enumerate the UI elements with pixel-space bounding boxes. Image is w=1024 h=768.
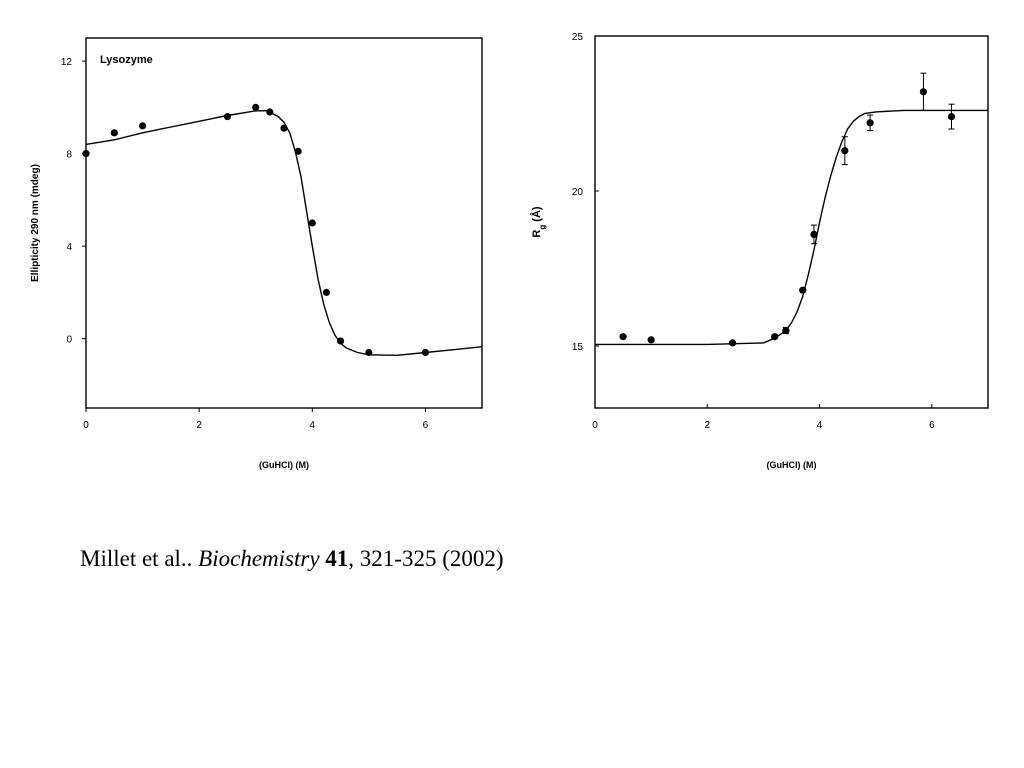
x-tick-label: 4	[817, 420, 823, 431]
data-point	[110, 129, 118, 137]
y-axis-label: Rg (Å)	[530, 206, 547, 238]
fit-curve	[595, 109, 988, 346]
data-point	[294, 147, 302, 155]
x-tick-label: 2	[196, 420, 202, 431]
data-point	[223, 113, 232, 121]
plot-frame	[85, 37, 483, 409]
citation-pages-year: , 321-325 (2002)	[348, 546, 504, 571]
y-axis-label: Ellipticity 290 nm (mdeg)	[30, 164, 41, 282]
y-tick-label: 4	[66, 242, 72, 253]
data-point	[336, 337, 345, 345]
x-tick-label: 6	[929, 420, 935, 431]
x-axis-label: (GuHCl) (M)	[767, 460, 817, 470]
plot-frame	[594, 35, 989, 409]
data-point	[365, 348, 373, 357]
y-tick-label: 0	[66, 335, 72, 346]
data-point	[138, 122, 147, 130]
data-point	[647, 336, 655, 344]
data-point	[252, 103, 260, 111]
y-tick-label: 20	[572, 187, 584, 198]
data-point	[280, 124, 288, 132]
data-point	[782, 326, 790, 335]
data-point	[841, 147, 849, 155]
data-point	[728, 339, 737, 347]
fit-curve	[85, 110, 483, 357]
plot-annotation: Lysozyme	[100, 54, 153, 66]
data-point	[799, 286, 807, 294]
y-tick-label: 12	[61, 57, 73, 68]
data-point	[619, 333, 627, 341]
y-tick-label: 8	[66, 150, 72, 161]
radius-of-gyration-chart: 0 2 4 6 15 20 25 (GuHCl) (M) Rg (Å)	[530, 32, 989, 470]
data-point	[947, 113, 956, 121]
x-tick-label: 6	[423, 420, 429, 431]
citation-journal: Biochemistry	[198, 546, 320, 571]
x-tick-label: 4	[310, 420, 316, 431]
y-tick-label: 25	[572, 32, 584, 43]
data-point	[771, 333, 779, 341]
x-tick-label: 0	[83, 420, 89, 431]
data-point	[919, 88, 928, 96]
y-tick-label: 15	[572, 342, 584, 353]
ellipticity-chart: 0 2 4 6 0 4 8 12 (GuHCl) (M) Ellipticity 290 nm (…	[30, 37, 483, 470]
citation-volume: 41	[325, 546, 349, 571]
data-point	[421, 348, 430, 357]
data-point	[82, 150, 90, 158]
x-axis-label: (GuHCl) (M)	[259, 460, 309, 470]
data-point	[322, 288, 331, 296]
x-tick-label: 0	[592, 420, 598, 431]
x-tick-label: 2	[705, 420, 711, 431]
data-point	[266, 108, 274, 116]
figure-citation: Millet et al.. Biochemistry 41, 321-325 …	[80, 546, 504, 572]
data-point	[866, 119, 874, 127]
citation-authors: Millet et al..	[80, 546, 199, 571]
data-point	[810, 230, 818, 238]
data-point	[308, 219, 316, 227]
